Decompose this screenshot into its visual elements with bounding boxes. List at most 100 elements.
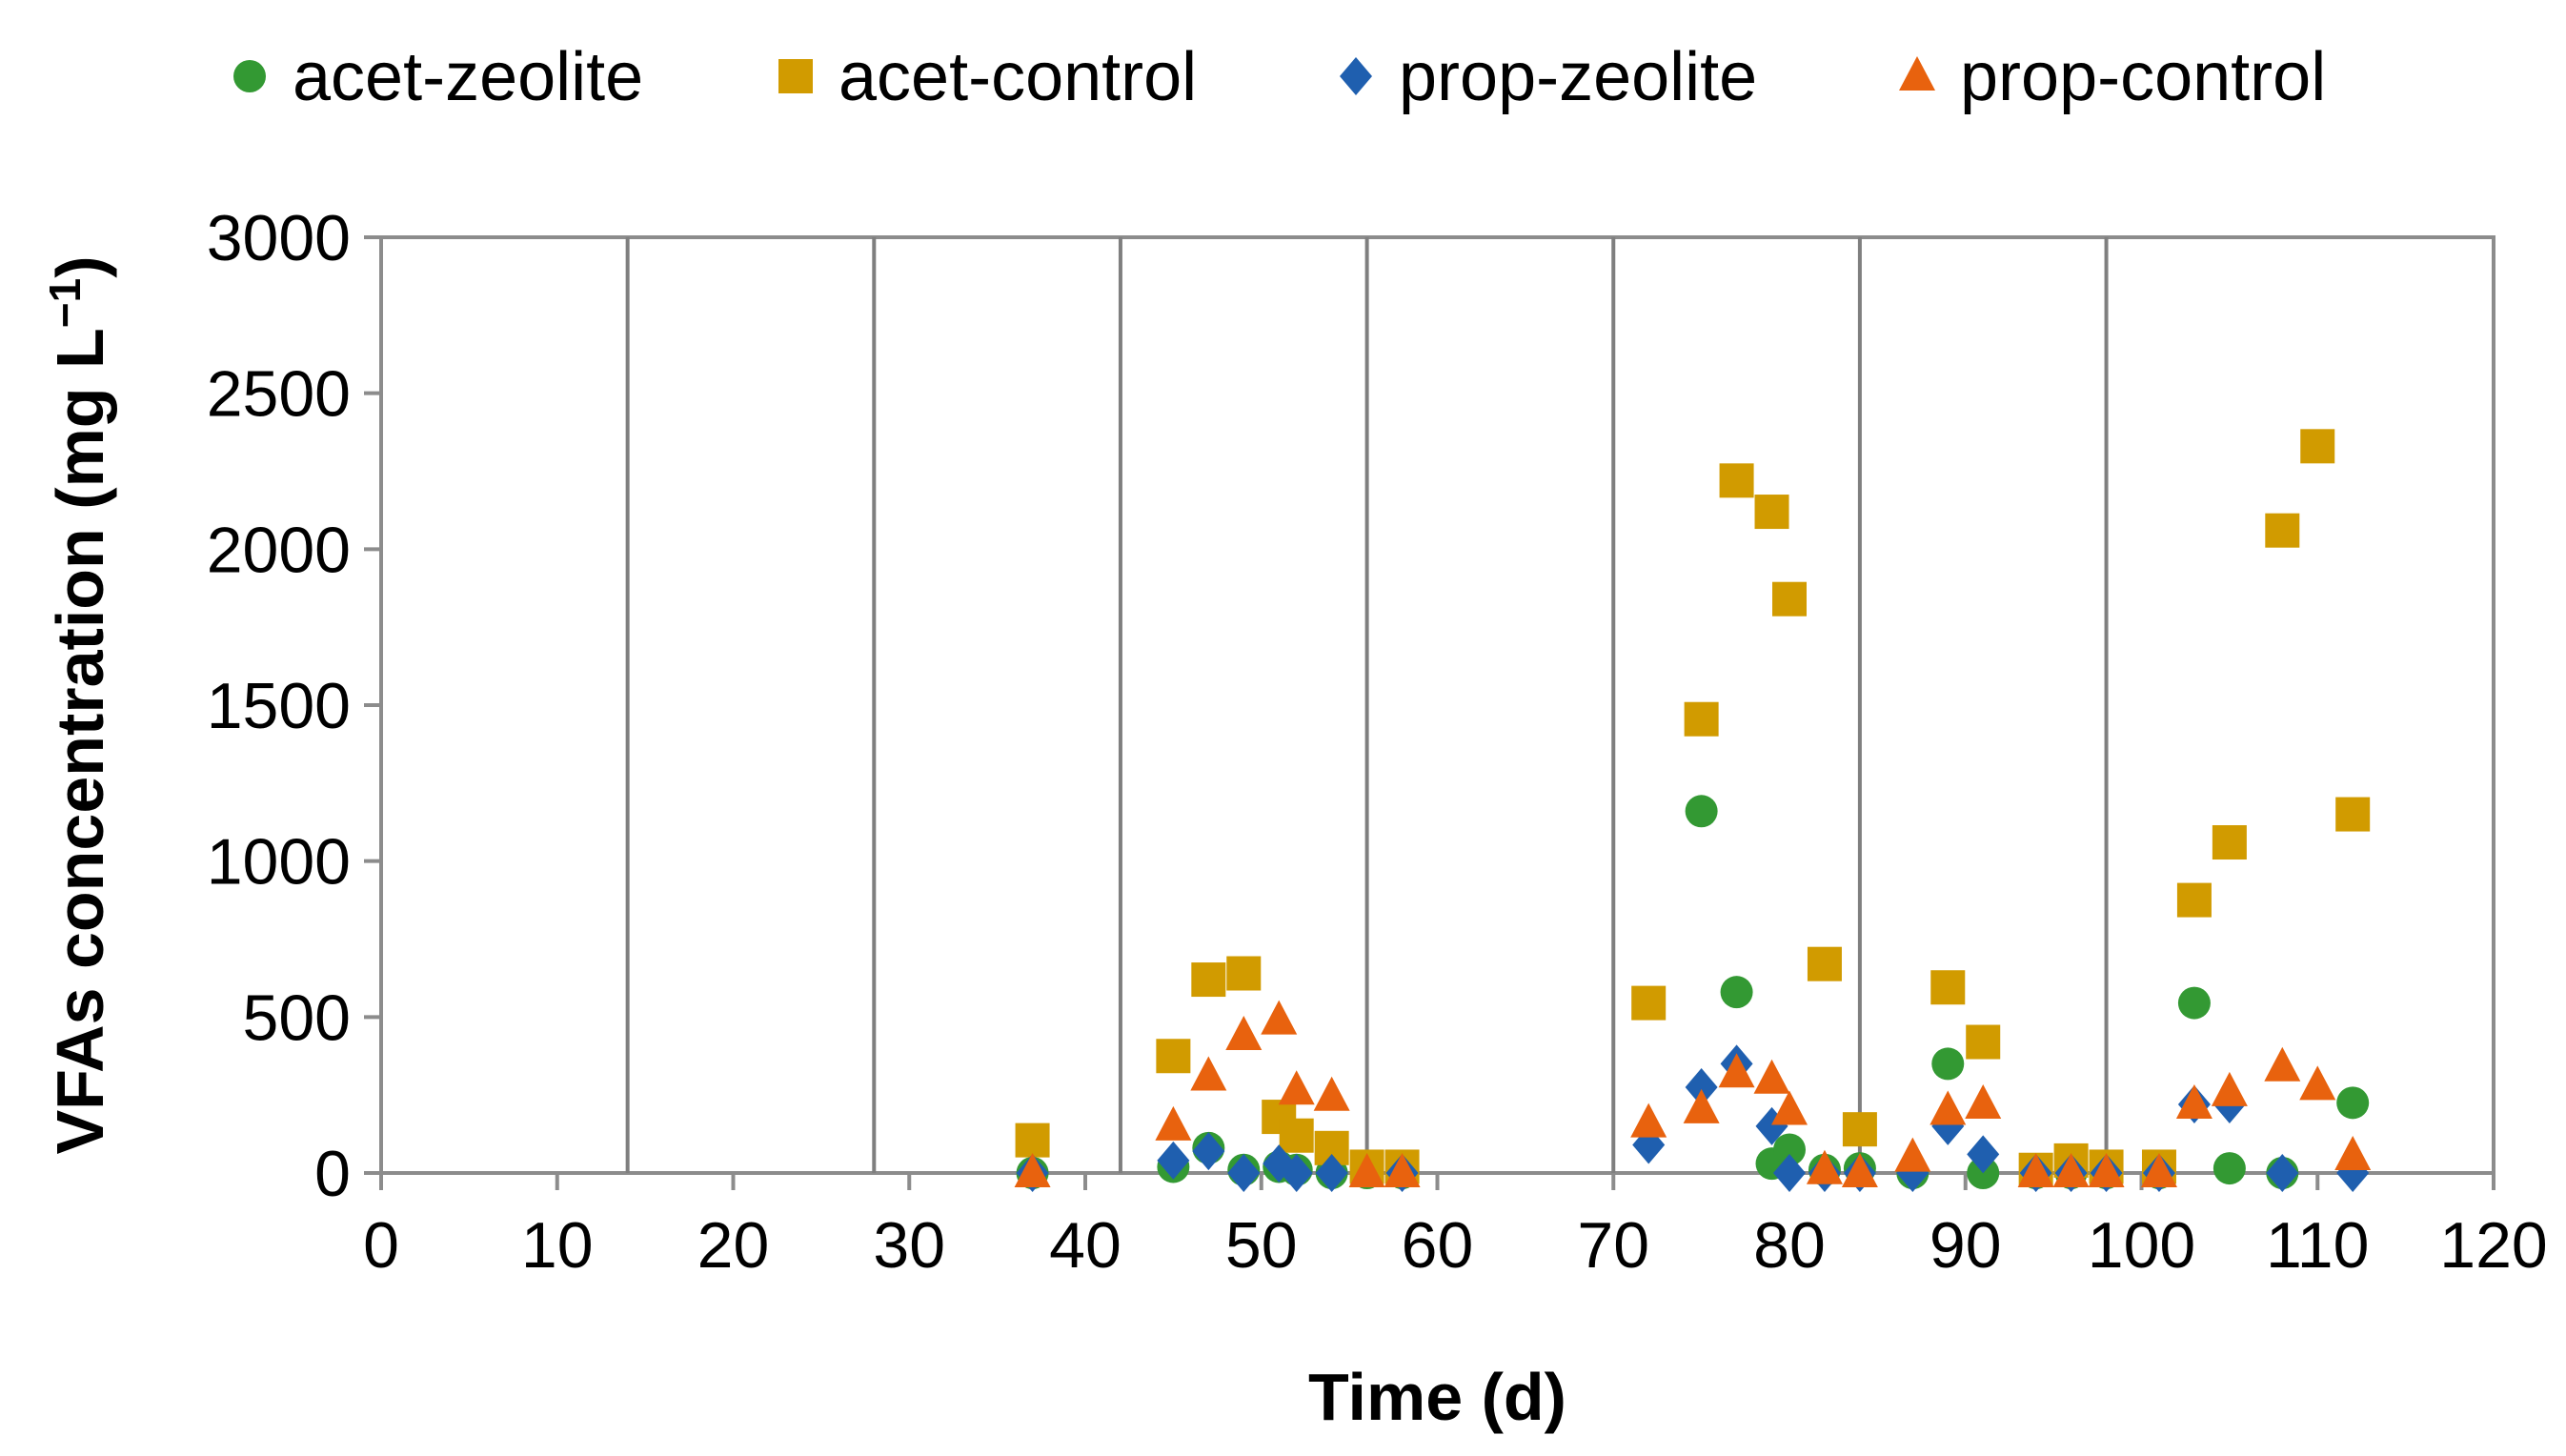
x-axis-title: Time (d) — [1308, 1360, 1566, 1434]
data-point-prop-control — [1753, 1059, 1790, 1094]
data-point-prop-zeolite — [1773, 1154, 1806, 1192]
data-point-acet-zeolite — [1720, 976, 1753, 1009]
data-point-prop-zeolite — [1967, 1135, 2000, 1174]
y-tick-label: 1500 — [207, 670, 351, 742]
data-point-prop-control — [1771, 1090, 1808, 1125]
data-point-acet-control — [2212, 825, 2247, 860]
x-tick-label: 100 — [2088, 1209, 2195, 1282]
data-point-acet-control — [1631, 985, 1667, 1021]
series-prop-control — [1014, 1000, 2372, 1187]
data-point-prop-control — [2052, 1153, 2090, 1187]
data-point-prop-control — [1630, 1102, 1667, 1138]
series-acet-control — [1015, 429, 2371, 1187]
data-point-prop-control — [2334, 1135, 2372, 1170]
y-tick-label: 3000 — [207, 202, 351, 274]
data-point-acet-zeolite — [1773, 1133, 1806, 1166]
legend-label: prop-control — [1960, 39, 2326, 115]
x-tick-label: 10 — [521, 1209, 594, 1282]
legend-marker-square — [778, 59, 813, 93]
x-tick-label: 0 — [363, 1209, 399, 1282]
data-point-acet-control — [1191, 962, 1226, 998]
data-point-acet-control — [1279, 1118, 1314, 1153]
data-point-prop-control — [2299, 1065, 2336, 1101]
x-tick-label: 70 — [1577, 1209, 1649, 1282]
data-point-prop-control — [1718, 1053, 1755, 1088]
legend-label: acet-zeolite — [293, 39, 643, 115]
legend-item-prop-control: prop-control — [1899, 39, 2326, 115]
data-point-acet-control — [2300, 429, 2335, 464]
data-point-acet-control — [1966, 1024, 2001, 1060]
legend-item-acet-zeolite: acet-zeolite — [233, 39, 643, 115]
data-point-prop-zeolite — [1315, 1154, 1348, 1192]
x-axis: 0 10 20 30 40 50 60 70 80 90 100 110 120 — [363, 1173, 2548, 1282]
data-point-prop-zeolite — [1192, 1132, 1225, 1171]
data-point-prop-control — [1683, 1088, 1720, 1123]
data-markers — [1014, 429, 2372, 1192]
data-point-acet-control — [2265, 513, 2300, 548]
data-point-prop-zeolite — [1280, 1154, 1313, 1192]
y-axis-title-close: ) — [43, 255, 117, 277]
data-point-acet-zeolite — [2177, 986, 2211, 1020]
plot-area: 0 10 20 30 40 50 60 70 80 90 100 110 120 0 500 1000 150… — [207, 202, 2548, 1282]
legend-item-acet-control: acet-control — [778, 39, 1197, 115]
data-point-acet-control — [1842, 1112, 1877, 1147]
data-point-acet-control — [1754, 495, 1789, 530]
data-point-acet-control — [1930, 970, 1966, 1005]
data-point-prop-control — [1894, 1137, 1931, 1172]
data-point-acet-control — [1156, 1039, 1191, 1074]
data-point-acet-control — [2335, 797, 2371, 832]
data-point-acet-control — [1226, 956, 1262, 991]
y-axis-title-superscript: −1 — [40, 278, 90, 328]
y-axis: 0 500 1000 1500 2000 2500 3000 — [207, 202, 381, 1210]
data-point-prop-control — [1965, 1083, 2002, 1119]
legend-marker-circle — [233, 60, 266, 92]
x-tick-label: 80 — [1753, 1209, 1826, 1282]
data-point-acet-zeolite — [2336, 1086, 2370, 1120]
x-tick-label: 60 — [1402, 1209, 1474, 1282]
data-point-prop-control — [2140, 1153, 2177, 1187]
x-tick-label: 120 — [2439, 1209, 2547, 1282]
data-point-acet-control — [2176, 882, 2212, 918]
data-point-prop-control — [2175, 1083, 2212, 1119]
data-point-prop-zeolite — [1685, 1067, 1718, 1106]
y-tick-label: 1000 — [207, 826, 351, 899]
x-tick-label: 40 — [1049, 1209, 1121, 1282]
y-tick-label: 500 — [243, 981, 351, 1054]
y-tick-label: 0 — [314, 1138, 351, 1210]
chart-legend: acet-zeolite acet-control prop-zeolite prop… — [233, 39, 2326, 115]
legend-label: acet-control — [838, 39, 1197, 115]
data-point-prop-control — [1313, 1076, 1350, 1111]
data-point-prop-control — [1261, 1000, 1298, 1035]
data-point-acet-zeolite — [1685, 795, 1718, 828]
y-axis-title-main: VFAs concentration (mg L — [43, 328, 117, 1154]
data-point-acet-control — [1807, 946, 1842, 981]
data-point-prop-control — [1841, 1153, 1878, 1187]
data-point-prop-control — [1190, 1056, 1227, 1091]
data-point-prop-control — [1806, 1149, 1843, 1184]
x-tick-label: 30 — [873, 1209, 945, 1282]
data-point-acet-control — [1719, 463, 1754, 498]
data-point-acet-control — [1772, 581, 1807, 617]
x-tick-label: 50 — [1225, 1209, 1298, 1282]
data-point-prop-control — [2088, 1153, 2125, 1187]
data-point-prop-control — [1225, 1015, 1263, 1050]
data-point-prop-control — [2017, 1153, 2054, 1187]
x-tick-label: 90 — [1930, 1209, 2002, 1282]
plot-frame — [379, 235, 2495, 1175]
y-tick-label: 2000 — [207, 514, 351, 586]
data-point-prop-control — [1384, 1153, 1421, 1187]
data-point-prop-control — [2264, 1046, 2301, 1082]
y-tick-label: 2500 — [207, 358, 351, 431]
x-tick-label: 20 — [697, 1209, 770, 1282]
data-point-prop-zeolite — [2266, 1154, 2299, 1192]
data-point-prop-control — [1278, 1070, 1315, 1105]
legend-marker-diamond — [1340, 57, 1372, 95]
data-point-prop-control — [1930, 1090, 1967, 1125]
data-point-acet-control — [1684, 701, 1719, 737]
y-axis-title: VFAs concentration (mg L−1) — [40, 255, 117, 1154]
legend-item-prop-zeolite: prop-zeolite — [1340, 39, 1757, 115]
data-point-prop-control — [1014, 1153, 1051, 1187]
data-point-acet-zeolite — [2212, 1152, 2246, 1185]
data-point-prop-control — [1155, 1105, 1192, 1141]
